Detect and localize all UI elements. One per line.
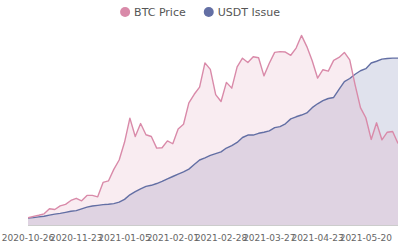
x-tick-label: 2021-02-28 — [195, 233, 248, 243]
chart: 2020-10-262020-11-232021-01-052021-02-01… — [0, 0, 400, 250]
x-tick-label: 2021-05-20 — [340, 233, 393, 243]
x-tick-label: 2021-04-23 — [291, 233, 343, 243]
series-area — [28, 35, 398, 225]
x-tick-label: 2020-11-23 — [50, 233, 102, 243]
legend-swatch — [120, 7, 130, 17]
x-tick-label: 2021-03-27 — [243, 233, 295, 243]
x-tick-label: 2021-02-01 — [147, 233, 199, 243]
plot-area — [28, 35, 398, 225]
legend-label: BTC Price — [134, 6, 186, 19]
x-tick-label: 2020-10-26 — [2, 233, 55, 243]
legend: BTC Price USDT Issue — [120, 6, 280, 19]
series-line — [28, 35, 398, 217]
legend-label: USDT Issue — [218, 6, 280, 19]
x-tick-label: 2021-01-05 — [98, 233, 150, 243]
legend-swatch — [204, 7, 214, 17]
x-axis — [28, 225, 398, 226]
